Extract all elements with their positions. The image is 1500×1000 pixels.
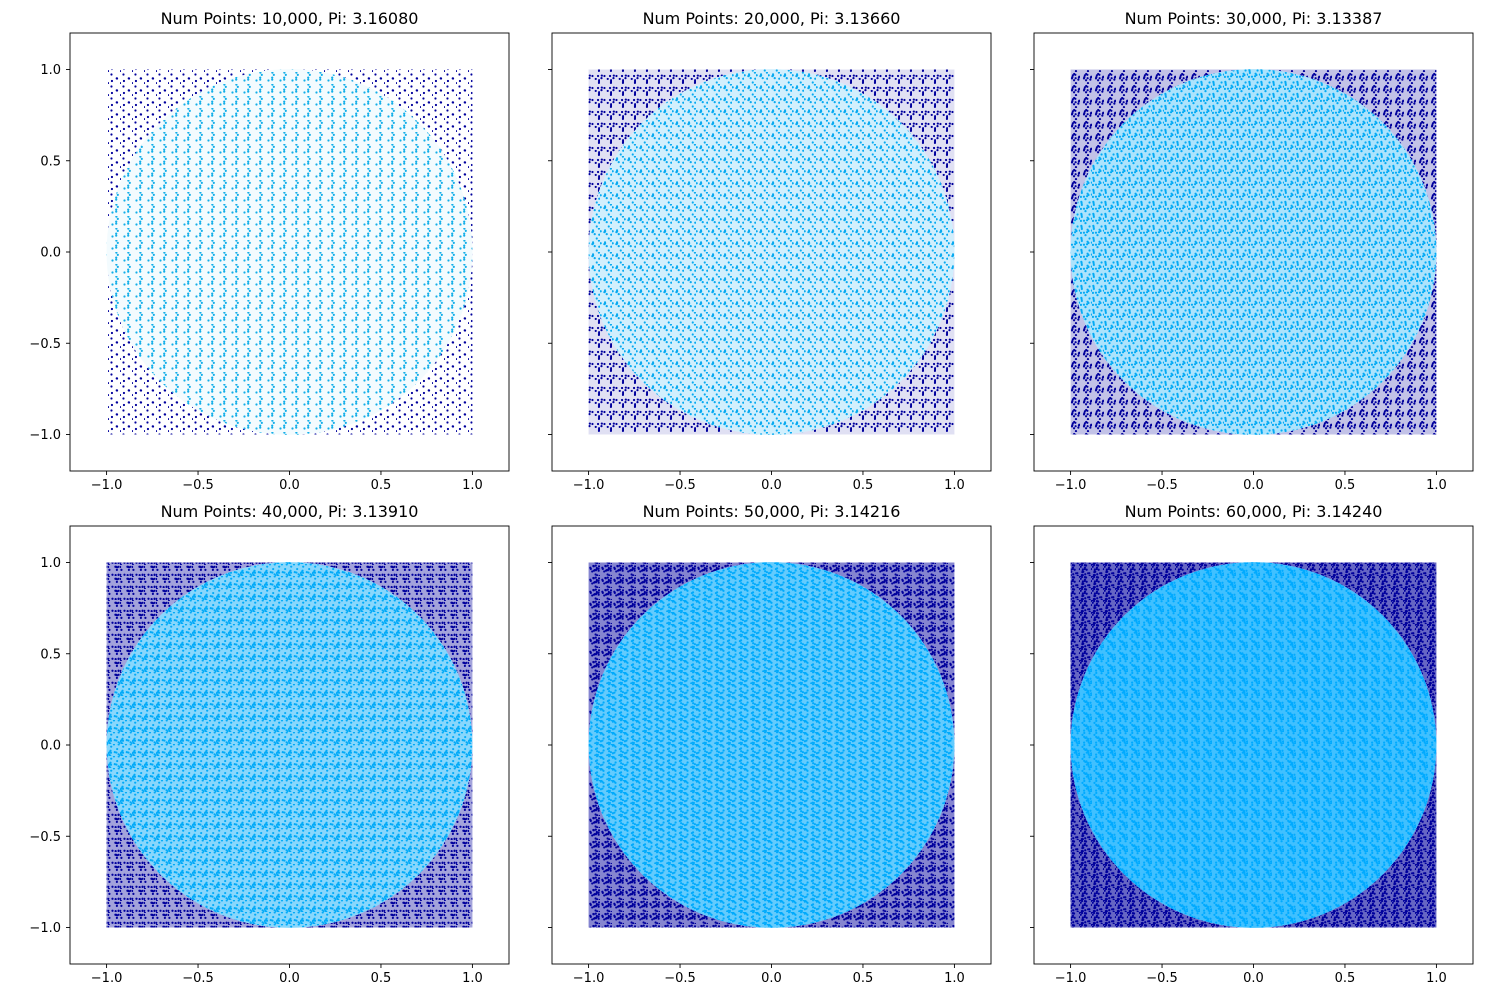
- x-tick-label: −1.0: [1055, 971, 1087, 986]
- x-tick-label: −1.0: [91, 971, 123, 986]
- y-tick-label: 1.0: [40, 63, 61, 78]
- x-tick-label: −1.0: [1055, 478, 1087, 493]
- x-tick-label: 0.5: [1335, 971, 1356, 986]
- y-tick-label: −1.0: [29, 921, 61, 936]
- x-tick-label: 1.0: [944, 478, 965, 493]
- x-tick-label: −0.5: [182, 478, 214, 493]
- x-tick-label: −1.0: [573, 478, 605, 493]
- x-tick-label: 0.0: [761, 478, 782, 493]
- x-tick-label: 1.0: [462, 478, 483, 493]
- x-tick-label: 0.5: [371, 971, 392, 986]
- x-tick-label: 1.0: [944, 971, 965, 986]
- y-tick-label: 0.5: [40, 154, 61, 169]
- y-tick-label: 1.0: [40, 556, 61, 571]
- x-tick-label: 0.5: [853, 971, 874, 986]
- subplot-title: Num Points: 20,000, Pi: 3.13660: [643, 9, 901, 28]
- x-tick-label: −0.5: [1146, 971, 1178, 986]
- x-tick-label: 0.5: [1335, 478, 1356, 493]
- subplot: Num Points: 10,000, Pi: 3.16080 −1.0 −0.5 0…: [29, 9, 510, 493]
- y-tick-label: 0.0: [40, 246, 61, 261]
- inside-points: [588, 69, 955, 435]
- x-tick-label: 0.0: [761, 971, 782, 986]
- x-tick-label: 0.5: [371, 478, 392, 493]
- x-tick-label: −0.5: [182, 971, 214, 986]
- x-tick-label: 1.0: [1426, 971, 1447, 986]
- subplot: Num Points: 20,000, Pi: 3.13660 −1.0 −0.5 0…: [548, 9, 992, 493]
- x-tick-label: 0.0: [1243, 971, 1264, 986]
- subplot-title: Num Points: 10,000, Pi: 3.16080: [161, 9, 419, 28]
- x-tick-label: 0.0: [279, 971, 300, 986]
- subplot: Num Points: 60,000, Pi: 3.14240 −1.0 −0.5 0…: [1030, 502, 1474, 986]
- y-tick-label: −1.0: [29, 428, 61, 443]
- x-tick-label: −1.0: [91, 478, 123, 493]
- subplot-title: Num Points: 40,000, Pi: 3.13910: [161, 502, 419, 521]
- y-tick-label: 0.5: [40, 647, 61, 662]
- subplot: Num Points: 40,000, Pi: 3.13910 −1.0 −0.5 0…: [29, 502, 510, 986]
- x-tick-label: −0.5: [664, 971, 696, 986]
- y-tick-label: −0.5: [29, 830, 61, 845]
- x-tick-label: 0.5: [853, 478, 874, 493]
- inside-points: [1070, 562, 1437, 928]
- x-tick-label: −0.5: [1146, 478, 1178, 493]
- y-tick-label: 0.0: [40, 739, 61, 754]
- x-tick-label: 1.0: [462, 971, 483, 986]
- y-tick-label: −0.5: [29, 337, 61, 352]
- subplot: Num Points: 30,000, Pi: 3.13387 −1.0 −0.5 0…: [1030, 9, 1474, 493]
- x-tick-label: −1.0: [573, 971, 605, 986]
- x-tick-label: −0.5: [664, 478, 696, 493]
- x-tick-label: 0.0: [1243, 478, 1264, 493]
- subplot-title: Num Points: 60,000, Pi: 3.14240: [1125, 502, 1383, 521]
- x-tick-label: 0.0: [279, 478, 300, 493]
- subplot-title: Num Points: 50,000, Pi: 3.14216: [643, 502, 901, 521]
- inside-points: [1070, 69, 1437, 435]
- inside-points: [106, 562, 473, 928]
- subplot: Num Points: 50,000, Pi: 3.14216 −1.0 −0.5 0…: [548, 502, 992, 986]
- subplot-title: Num Points: 30,000, Pi: 3.13387: [1125, 9, 1383, 28]
- x-tick-label: 1.0: [1426, 478, 1447, 493]
- inside-points: [106, 69, 473, 435]
- inside-points: [588, 562, 955, 928]
